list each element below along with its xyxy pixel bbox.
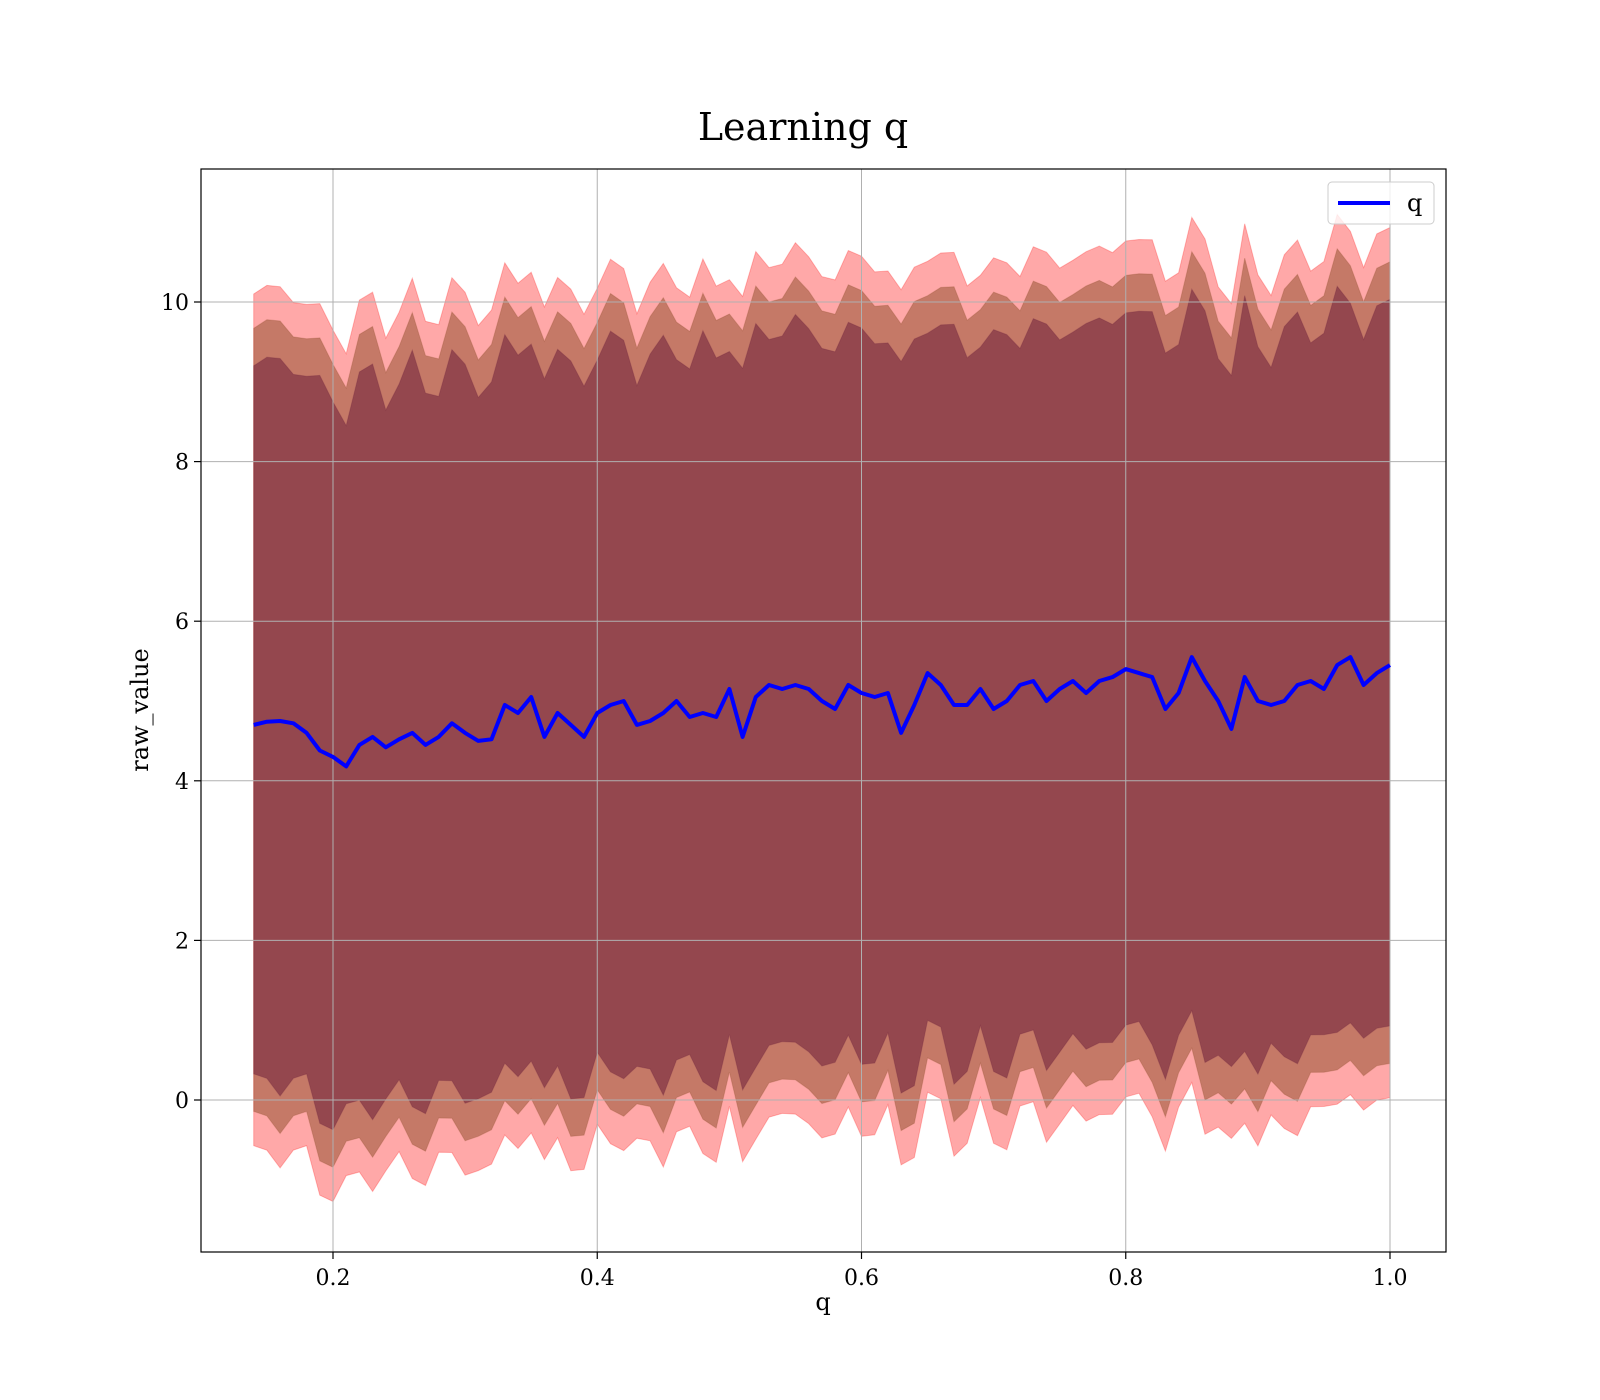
x-tick-label: 0.6 — [844, 1266, 879, 1291]
x-tick-label: 0.2 — [316, 1266, 351, 1291]
y-tick-label: 6 — [175, 610, 189, 635]
x-tick-label: 0.4 — [580, 1266, 615, 1291]
y-tick-label: 2 — [175, 929, 189, 954]
y-axis-ticks: 0 2 4 6 8 10 — [161, 291, 201, 1114]
y-tick-label: 10 — [161, 291, 189, 316]
legend-label-q: q — [1407, 189, 1422, 217]
y-tick-label: 0 — [175, 1089, 189, 1114]
series-line-q — [253, 655, 1392, 769]
y-tick-label: 8 — [175, 451, 189, 476]
x-tick-label: 1.0 — [1373, 1266, 1408, 1291]
y-axis-label: raw_value — [126, 648, 154, 772]
chart-title: Learning q — [698, 105, 908, 149]
plot-frame — [200, 168, 1447, 1253]
x-axis-ticks: 0.2 0.4 0.6 0.8 1.0 — [316, 1252, 1408, 1291]
x-axis-label: q — [815, 1288, 830, 1316]
y-tick-label: 4 — [175, 770, 189, 795]
legend: q — [1327, 181, 1435, 225]
x-tick-label: 0.8 — [1108, 1266, 1143, 1291]
grid-lines — [201, 169, 1446, 1252]
